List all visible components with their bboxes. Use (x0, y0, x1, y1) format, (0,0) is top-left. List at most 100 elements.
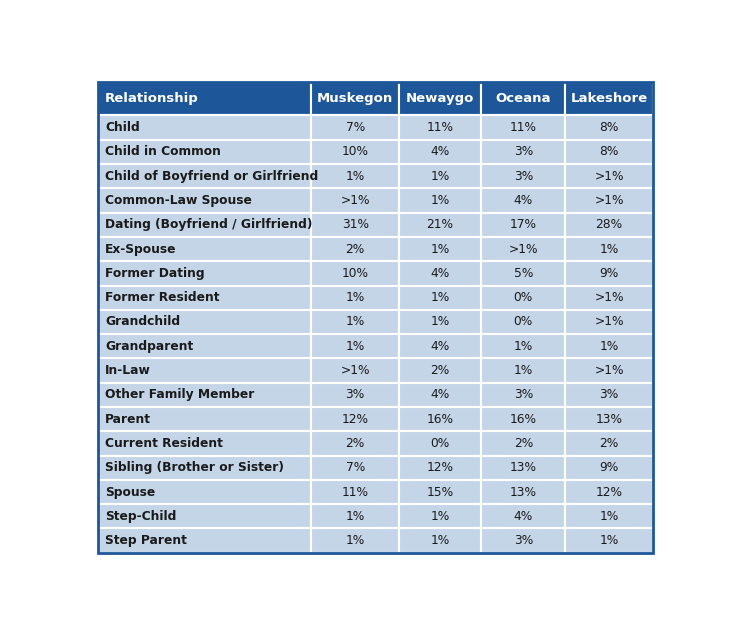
Bar (399, 164, 481, 188)
Bar (311, 188, 399, 213)
Bar (399, 82, 481, 116)
Bar (566, 140, 653, 164)
Bar (97, 140, 311, 164)
Text: Lakeshore: Lakeshore (570, 92, 648, 105)
Bar (311, 504, 399, 529)
Bar (481, 382, 566, 407)
Text: Grandchild: Grandchild (105, 315, 180, 328)
Text: 4%: 4% (430, 267, 449, 280)
Bar (566, 334, 653, 359)
Text: 7%: 7% (346, 121, 365, 134)
Bar (481, 334, 566, 359)
Text: 1%: 1% (600, 242, 619, 256)
Bar (566, 529, 653, 553)
Text: 3%: 3% (514, 170, 533, 183)
Text: 1%: 1% (600, 340, 619, 353)
Text: 1%: 1% (346, 510, 365, 523)
Text: >1%: >1% (594, 364, 624, 377)
Text: 1%: 1% (430, 510, 449, 523)
Bar (311, 334, 399, 359)
Text: 1%: 1% (346, 315, 365, 328)
Text: 21%: 21% (427, 219, 454, 231)
Text: Sibling (Brother or Sister): Sibling (Brother or Sister) (105, 461, 284, 474)
Text: 0%: 0% (514, 315, 533, 328)
Text: Newaygo: Newaygo (406, 92, 474, 105)
Bar (566, 382, 653, 407)
Bar (311, 261, 399, 286)
Text: Current Resident: Current Resident (105, 437, 223, 450)
Bar (399, 334, 481, 359)
Text: Spouse: Spouse (105, 485, 155, 499)
Bar (566, 237, 653, 261)
Bar (97, 504, 311, 529)
Bar (481, 261, 566, 286)
Text: >1%: >1% (594, 315, 624, 328)
Text: 1%: 1% (430, 291, 449, 304)
Bar (399, 382, 481, 407)
Bar (399, 310, 481, 334)
Text: Relationship: Relationship (105, 92, 199, 105)
Text: 16%: 16% (509, 413, 537, 426)
Bar (399, 116, 481, 140)
Bar (97, 334, 311, 359)
Text: 1%: 1% (600, 510, 619, 523)
Bar (97, 286, 311, 310)
Bar (97, 310, 311, 334)
Text: >1%: >1% (340, 194, 370, 207)
Bar (97, 116, 311, 140)
Text: Step Parent: Step Parent (105, 534, 187, 547)
Text: Child of Boyfriend or Girlfriend: Child of Boyfriend or Girlfriend (105, 170, 318, 183)
Text: 1%: 1% (430, 315, 449, 328)
Bar (566, 407, 653, 431)
Text: 11%: 11% (342, 485, 369, 499)
Bar (311, 455, 399, 480)
Text: 8%: 8% (600, 121, 619, 134)
Text: Other Family Member: Other Family Member (105, 388, 255, 401)
Bar (311, 164, 399, 188)
Bar (311, 286, 399, 310)
Text: >1%: >1% (340, 364, 370, 377)
Bar (399, 286, 481, 310)
Text: 2%: 2% (430, 364, 449, 377)
Bar (97, 455, 311, 480)
Text: 28%: 28% (595, 219, 623, 231)
Bar (481, 480, 566, 504)
Bar (399, 504, 481, 529)
Text: 13%: 13% (509, 485, 537, 499)
Text: 7%: 7% (346, 461, 365, 474)
Bar (97, 261, 311, 286)
Bar (97, 480, 311, 504)
Text: Parent: Parent (105, 413, 151, 426)
Text: 5%: 5% (514, 267, 533, 280)
Bar (97, 359, 311, 382)
Text: 12%: 12% (596, 485, 622, 499)
Text: Child in Common: Child in Common (105, 146, 221, 158)
Text: 4%: 4% (514, 510, 533, 523)
Bar (399, 359, 481, 382)
Text: Step-Child: Step-Child (105, 510, 176, 523)
Text: 1%: 1% (430, 534, 449, 547)
Bar (97, 213, 311, 237)
Bar (566, 82, 653, 116)
Bar (311, 407, 399, 431)
Bar (311, 213, 399, 237)
Text: 1%: 1% (346, 170, 365, 183)
Bar (311, 529, 399, 553)
Bar (566, 261, 653, 286)
Bar (481, 286, 566, 310)
Bar (399, 140, 481, 164)
Bar (481, 82, 566, 116)
Text: 9%: 9% (600, 267, 619, 280)
Bar (311, 359, 399, 382)
Text: 31%: 31% (342, 219, 369, 231)
Bar (481, 504, 566, 529)
Text: >1%: >1% (594, 194, 624, 207)
Bar (399, 529, 481, 553)
Bar (399, 455, 481, 480)
Bar (481, 213, 566, 237)
Text: 1%: 1% (514, 364, 533, 377)
Bar (311, 480, 399, 504)
Text: Grandparent: Grandparent (105, 340, 193, 353)
Bar (97, 237, 311, 261)
Text: 16%: 16% (427, 413, 454, 426)
